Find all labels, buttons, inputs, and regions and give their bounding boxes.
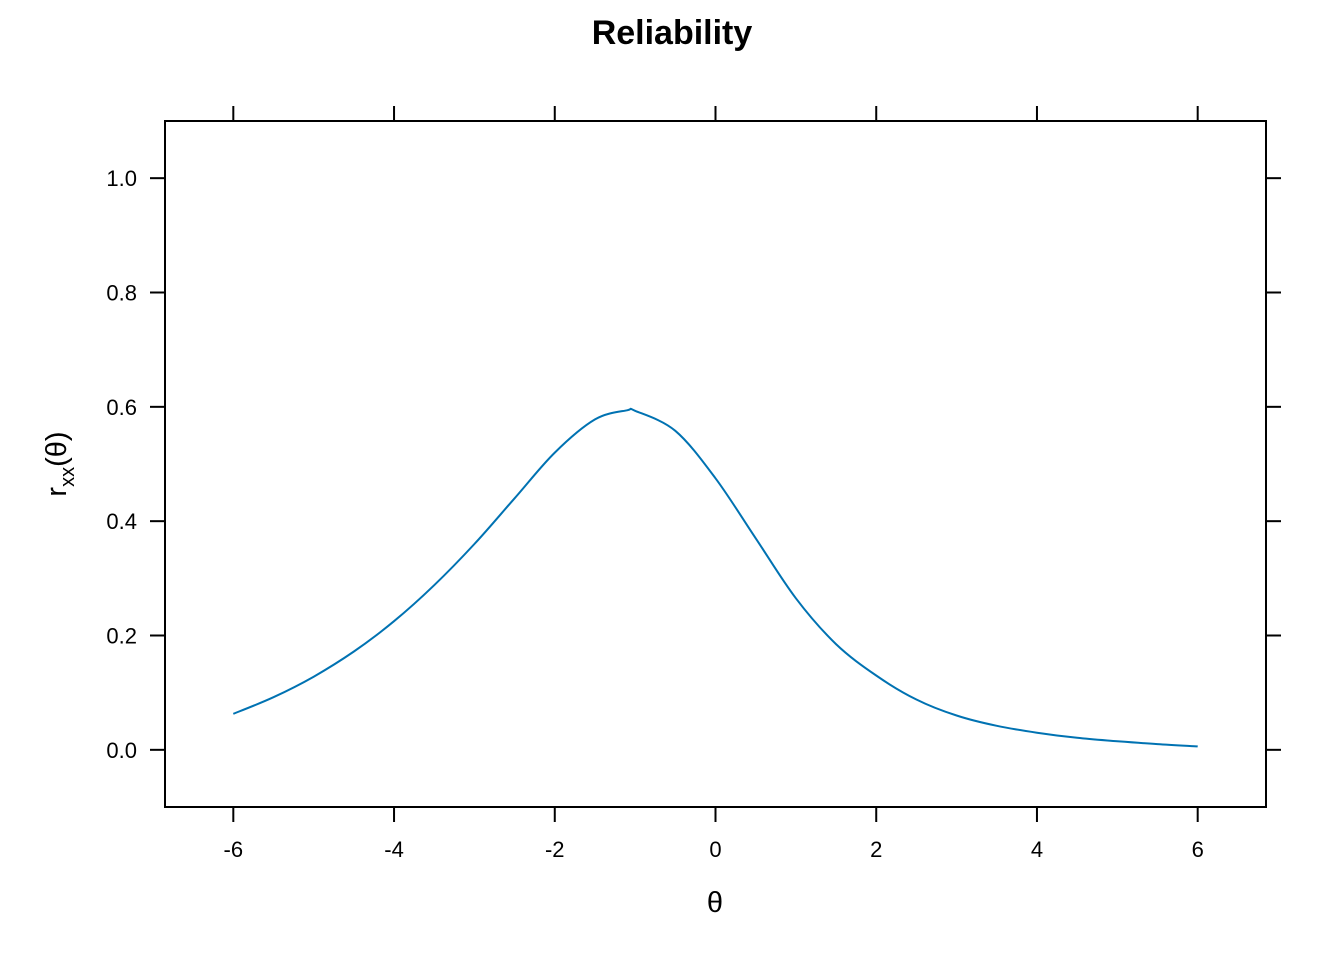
plot-frame bbox=[164, 120, 1267, 808]
x-tick-label: -4 bbox=[384, 837, 404, 862]
y-tick-label: 0.0 bbox=[106, 738, 137, 763]
y-axis-label-main: r bbox=[41, 487, 73, 497]
y-axis: 0.0 0.2 0.4 0.6 0.8 1.0 bbox=[106, 166, 1281, 763]
y-tick-label: 0.4 bbox=[106, 509, 137, 534]
x-tick-label: -6 bbox=[224, 837, 244, 862]
x-axis: -6 -4 -2 0 2 4 6 bbox=[224, 106, 1204, 862]
y-tick-label: 0.8 bbox=[106, 281, 137, 306]
y-tick-label: 1.0 bbox=[106, 166, 137, 191]
x-tick-label: 2 bbox=[870, 837, 882, 862]
series-layer bbox=[232, 407, 1198, 748]
chart-title: Reliability bbox=[592, 14, 753, 52]
reliability-line bbox=[232, 407, 1198, 748]
y-axis-label-tail: (θ) bbox=[41, 431, 73, 466]
x-tick-label: 6 bbox=[1192, 837, 1204, 862]
y-axis-label: rxx(θ) bbox=[41, 431, 79, 496]
y-tick-label: 0.2 bbox=[106, 624, 137, 649]
x-tick-label: 4 bbox=[1031, 837, 1043, 862]
x-tick-label: 0 bbox=[709, 837, 721, 862]
y-axis-label-subscript: xx bbox=[57, 467, 79, 487]
x-axis-label: θ bbox=[707, 887, 723, 919]
y-tick-label: 0.6 bbox=[106, 395, 137, 420]
x-tick-label: -2 bbox=[545, 837, 565, 862]
